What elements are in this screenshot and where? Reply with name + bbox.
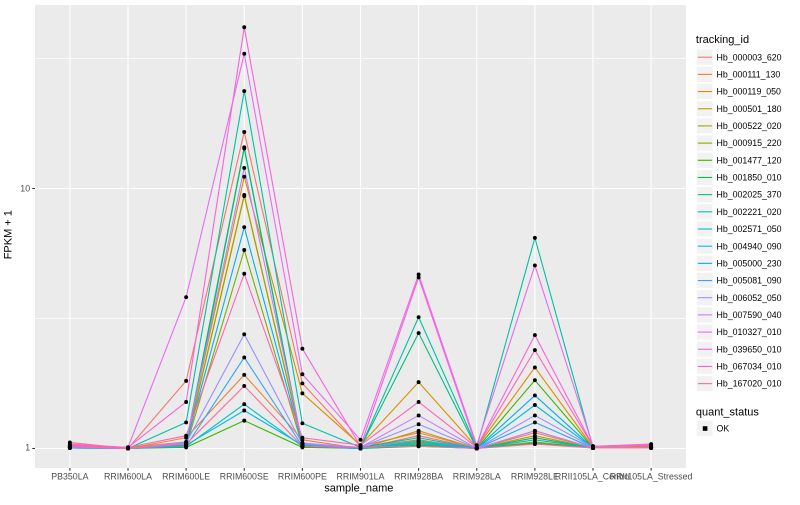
svg-text:Hb_005000_230: Hb_005000_230 xyxy=(717,258,782,268)
svg-text:Hb_039650_010: Hb_039650_010 xyxy=(717,344,782,354)
svg-text:RRIM600PE: RRIM600PE xyxy=(278,472,327,482)
svg-text:Hb_000003_620: Hb_000003_620 xyxy=(717,52,782,62)
svg-text:RRIM928LE: RRIM928LE xyxy=(511,472,559,482)
svg-text:Hb_000119_050: Hb_000119_050 xyxy=(717,87,782,97)
svg-text:RRIM600LE: RRIM600LE xyxy=(162,472,210,482)
svg-text:PB350LA: PB350LA xyxy=(51,472,88,482)
svg-text:Hb_004940_090: Hb_004940_090 xyxy=(717,241,782,251)
svg-text:Hb_002221_020: Hb_002221_020 xyxy=(717,207,782,217)
svg-text:quant_status: quant_status xyxy=(696,406,759,418)
svg-text:Hb_000501_180: Hb_000501_180 xyxy=(717,104,782,114)
svg-text:RRIM928LA: RRIM928LA xyxy=(453,472,501,482)
svg-text:FPKM + 1: FPKM + 1 xyxy=(3,210,15,259)
svg-text:10: 10 xyxy=(20,184,30,194)
svg-text:sample_name: sample_name xyxy=(324,483,393,495)
svg-text:Hb_006052_050: Hb_006052_050 xyxy=(717,293,782,303)
svg-text:Hb_002025_370: Hb_002025_370 xyxy=(717,190,782,200)
svg-text:RRIM600LA: RRIM600LA xyxy=(104,472,152,482)
svg-text:OK: OK xyxy=(717,424,730,434)
svg-text:RRII105LA_Stressed: RRII105LA_Stressed xyxy=(610,472,693,482)
svg-text:RRIM600SE: RRIM600SE xyxy=(220,472,269,482)
svg-text:Hb_167020_010: Hb_167020_010 xyxy=(717,379,782,389)
svg-text:Hb_000111_130: Hb_000111_130 xyxy=(717,69,781,79)
svg-text:Hb_001850_010: Hb_001850_010 xyxy=(717,173,782,183)
svg-text:Hb_000522_020: Hb_000522_020 xyxy=(717,121,782,131)
svg-text:RRIM928BA: RRIM928BA xyxy=(394,472,443,482)
svg-text:Hb_000915_220: Hb_000915_220 xyxy=(717,138,782,148)
svg-text:Hb_067034_010: Hb_067034_010 xyxy=(717,362,782,372)
svg-text:Hb_010327_010: Hb_010327_010 xyxy=(717,327,782,337)
svg-text:Hb_002571_050: Hb_002571_050 xyxy=(717,224,782,234)
svg-text:RRII105LA_Control: RRII105LA_Control xyxy=(555,472,631,482)
svg-text:Hb_005081_090: Hb_005081_090 xyxy=(717,276,782,286)
svg-text:Hb_007590_040: Hb_007590_040 xyxy=(717,310,782,320)
svg-text:tracking_id: tracking_id xyxy=(696,34,749,46)
svg-text:RRIM901LA: RRIM901LA xyxy=(337,472,385,482)
svg-text:Hb_001477_120: Hb_001477_120 xyxy=(717,155,782,165)
svg-text:1: 1 xyxy=(25,443,30,453)
